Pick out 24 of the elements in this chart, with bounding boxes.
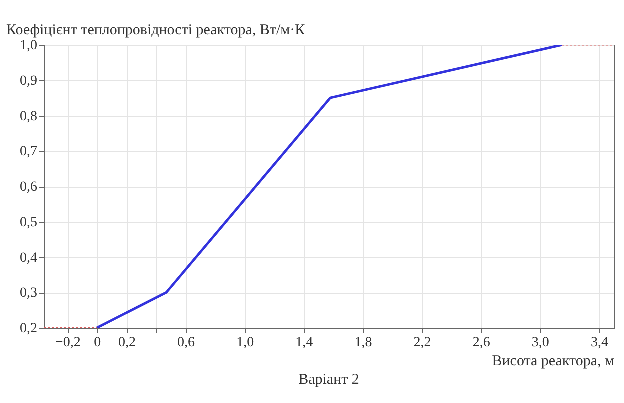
y-tick-label: 0,9 — [20, 74, 38, 89]
text: Варіант 2 — [298, 372, 360, 388]
x-tick-label: 2,6 — [472, 336, 490, 350]
y-tick-label: 0,5 — [20, 215, 38, 230]
x-axis-title: Висота реактора, м — [492, 354, 616, 370]
x-tick-label: −0,2 — [55, 336, 81, 350]
y-tick-label: 0,6 — [20, 180, 38, 195]
x-tick-label: 1,4 — [296, 336, 314, 350]
y-axis-title: Коефіцієнт теплопровідності реактора, Вт/м·К — [6, 22, 306, 38]
x-tick-label: 0,2 — [118, 336, 136, 350]
y-tick-label: 0,4 — [20, 250, 38, 266]
line-series — [96, 45, 564, 328]
x-tick-label: 0 — [94, 336, 102, 350]
x-tick-label: 0,6 — [178, 336, 196, 350]
x-tick-label: 1,0 — [236, 336, 254, 350]
y-tick-label: 0,2 — [20, 322, 38, 336]
x-tick-label: 2,2 — [414, 336, 432, 350]
x-tick-label: 3,4 — [590, 336, 608, 350]
y-tick-label: 0,8 — [20, 109, 38, 124]
x-tick-label: 3,0 — [532, 336, 550, 350]
y-tick-label: 0,3 — [20, 286, 38, 302]
x-tick-label: 1,8 — [354, 336, 372, 350]
y-tick-label: 1,0 — [20, 38, 38, 54]
y-tick-label: 0,7 — [20, 144, 38, 160]
